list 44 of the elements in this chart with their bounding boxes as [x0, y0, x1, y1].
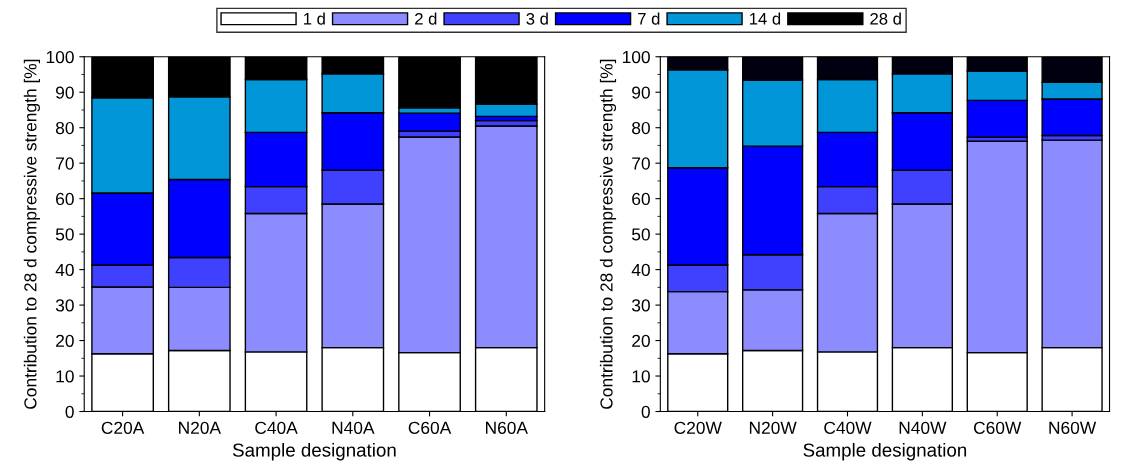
x-tick-label: N20A [179, 421, 222, 434]
y-axis-title: Contribution to 28 d compressive strength [%] [599, 59, 617, 409]
y-tick-label: 50 [55, 228, 74, 241]
y-tick-label: 40 [55, 263, 74, 277]
y-tick-label: 50 [631, 228, 650, 241]
y-tick-label: 30 [631, 299, 650, 312]
y-axis-title: Contribution to 28 d compressive strength [%] [23, 59, 40, 409]
x-tick-label: N20W [749, 421, 797, 434]
y-tick-label: 80 [632, 121, 650, 135]
y-tick-label: 90 [632, 86, 650, 99]
x-tick-label: N60W [1049, 421, 1097, 434]
y-tick-label: 10 [632, 370, 650, 383]
x-tick-label: N40A [332, 421, 375, 434]
y-tick-label: 20 [632, 334, 650, 348]
x-tick-label: C40W [824, 421, 872, 434]
y-tick-label: 40 [631, 263, 650, 277]
x-tick-label: N60A [486, 421, 528, 434]
y-tick-label: 10 [56, 370, 74, 383]
x-tick-label: C60A [408, 421, 452, 434]
legend-label: 14 d [750, 12, 781, 25]
legend-label: 2 d [415, 12, 437, 25]
y-tick-label: 20 [56, 334, 74, 348]
legend-label: 7 d [638, 12, 660, 25]
x-tick-label: C20W [674, 421, 722, 434]
y-tick-label: 60 [56, 192, 74, 206]
x-tick-label: C20A [101, 421, 145, 434]
y-tick-label: 70 [56, 157, 74, 170]
legend-label: 1 d [304, 12, 325, 25]
y-tick-label: 0 [65, 405, 74, 418]
y-tick-label: 80 [55, 121, 74, 135]
x-tick-label: C60W [973, 421, 1022, 434]
y-tick-label: 100 [46, 50, 74, 64]
legend-label: 28 d [870, 12, 901, 25]
y-tick-label: 100 [622, 50, 650, 64]
x-axis-title: Sample designation [232, 442, 396, 461]
y-tick-label: 0 [641, 405, 650, 418]
x-tick-label: C40A [255, 421, 298, 434]
y-tick-label: 70 [632, 157, 650, 170]
legend-label: 3 d [526, 12, 548, 25]
y-tick-label: 60 [632, 192, 650, 206]
y-tick-label: 30 [55, 299, 74, 312]
y-tick-label: 90 [56, 86, 74, 99]
x-axis-title: Sample designation [803, 442, 967, 461]
x-tick-label: N40W [899, 421, 947, 434]
